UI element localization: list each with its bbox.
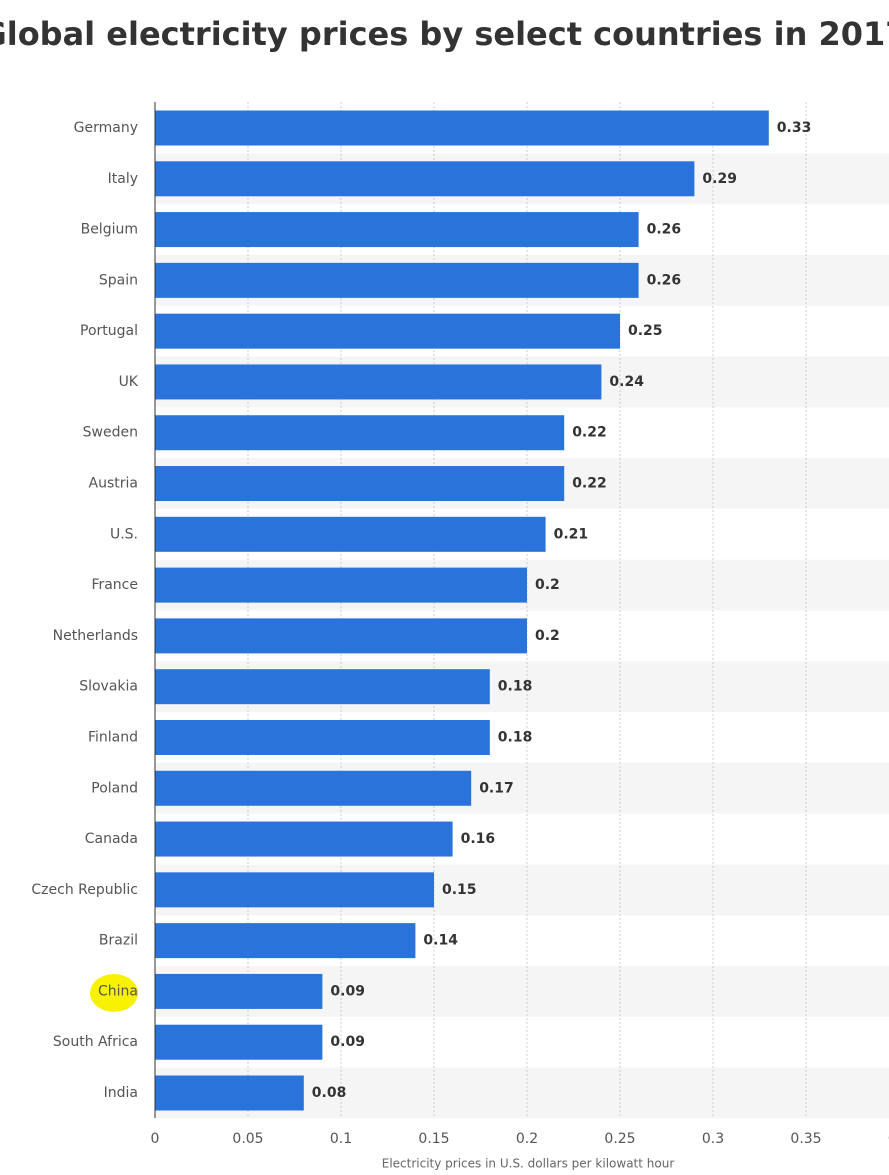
value-label: 0.22 bbox=[572, 476, 607, 492]
y-tick-label: UK bbox=[119, 374, 139, 390]
x-tick-label: 0.05 bbox=[232, 1131, 263, 1147]
x-tick-label: 0.15 bbox=[418, 1131, 449, 1147]
x-tick-label: 0.1 bbox=[330, 1131, 352, 1147]
bar bbox=[155, 770, 472, 806]
bar bbox=[155, 415, 565, 451]
value-label: 0.26 bbox=[647, 222, 682, 238]
y-tick-label: Portugal bbox=[80, 323, 138, 339]
bar bbox=[155, 618, 527, 654]
y-tick-label: Belgium bbox=[81, 222, 138, 238]
y-tick-label: France bbox=[91, 577, 138, 593]
y-tick-label: Italy bbox=[108, 171, 138, 187]
value-label: 0.18 bbox=[498, 729, 533, 745]
x-tick-label: 0.4 bbox=[888, 1131, 889, 1147]
x-tick-label: 0.3 bbox=[702, 1131, 724, 1147]
value-label: 0.09 bbox=[330, 983, 365, 999]
value-label: 0.08 bbox=[312, 1085, 347, 1101]
value-label: 0.22 bbox=[572, 425, 607, 441]
y-tick-label: Czech Republic bbox=[31, 882, 138, 898]
value-label: 0.29 bbox=[702, 171, 737, 187]
value-label: 0.18 bbox=[498, 679, 533, 695]
value-label: 0.15 bbox=[442, 882, 477, 898]
value-label: 0.16 bbox=[461, 831, 496, 847]
y-tick-label: Sweden bbox=[83, 425, 138, 441]
y-tick-label: Poland bbox=[91, 780, 138, 796]
highlight bbox=[90, 974, 138, 1012]
bar bbox=[155, 212, 639, 248]
y-tick-label: South Africa bbox=[53, 1034, 138, 1050]
y-tick-label: Spain bbox=[99, 272, 138, 288]
y-tick-label: Slovakia bbox=[79, 679, 138, 695]
chart-title: Global electricity prices by select coun… bbox=[0, 15, 889, 53]
bar bbox=[155, 923, 416, 959]
bar bbox=[155, 313, 620, 349]
bar bbox=[155, 669, 490, 705]
y-tick-label: Canada bbox=[85, 831, 138, 847]
y-tick-label: Austria bbox=[89, 476, 138, 492]
y-tick-label: Germany bbox=[74, 120, 138, 136]
value-label: 0.09 bbox=[330, 1034, 365, 1050]
value-label: 0.21 bbox=[554, 526, 589, 542]
value-label: 0.24 bbox=[609, 374, 644, 390]
value-label: 0.14 bbox=[423, 933, 458, 949]
bar bbox=[155, 262, 639, 298]
value-label: 0.26 bbox=[647, 272, 682, 288]
x-axis-label: Electricity prices in U.S. dollars per k… bbox=[382, 1157, 675, 1171]
x-tick-label: 0 bbox=[151, 1131, 160, 1147]
bar bbox=[155, 466, 565, 502]
bar bbox=[155, 821, 453, 857]
bar bbox=[155, 1075, 304, 1111]
bar bbox=[155, 364, 602, 400]
y-tick-label: Netherlands bbox=[53, 628, 138, 644]
y-tick-label: U.S. bbox=[110, 526, 138, 542]
x-tick-label: 0.25 bbox=[604, 1131, 635, 1147]
x-tick-label: 0.35 bbox=[790, 1131, 821, 1147]
bar bbox=[155, 161, 695, 197]
y-tick-label: Finland bbox=[88, 729, 138, 745]
y-tick-label: China bbox=[98, 983, 138, 999]
x-tick-label: 0.2 bbox=[516, 1131, 538, 1147]
bar bbox=[155, 567, 527, 603]
y-tick-label: Brazil bbox=[99, 933, 138, 949]
bar bbox=[155, 719, 490, 755]
value-label: 0.17 bbox=[479, 780, 514, 796]
value-label: 0.25 bbox=[628, 323, 663, 339]
bar bbox=[155, 973, 323, 1009]
y-tick-label: India bbox=[104, 1085, 138, 1101]
value-label: 0.2 bbox=[535, 577, 560, 593]
bar bbox=[155, 110, 769, 146]
bar bbox=[155, 872, 434, 908]
bar bbox=[155, 1024, 323, 1060]
value-label: 0.2 bbox=[535, 628, 560, 644]
value-label: 0.33 bbox=[777, 120, 812, 136]
bar bbox=[155, 516, 546, 552]
